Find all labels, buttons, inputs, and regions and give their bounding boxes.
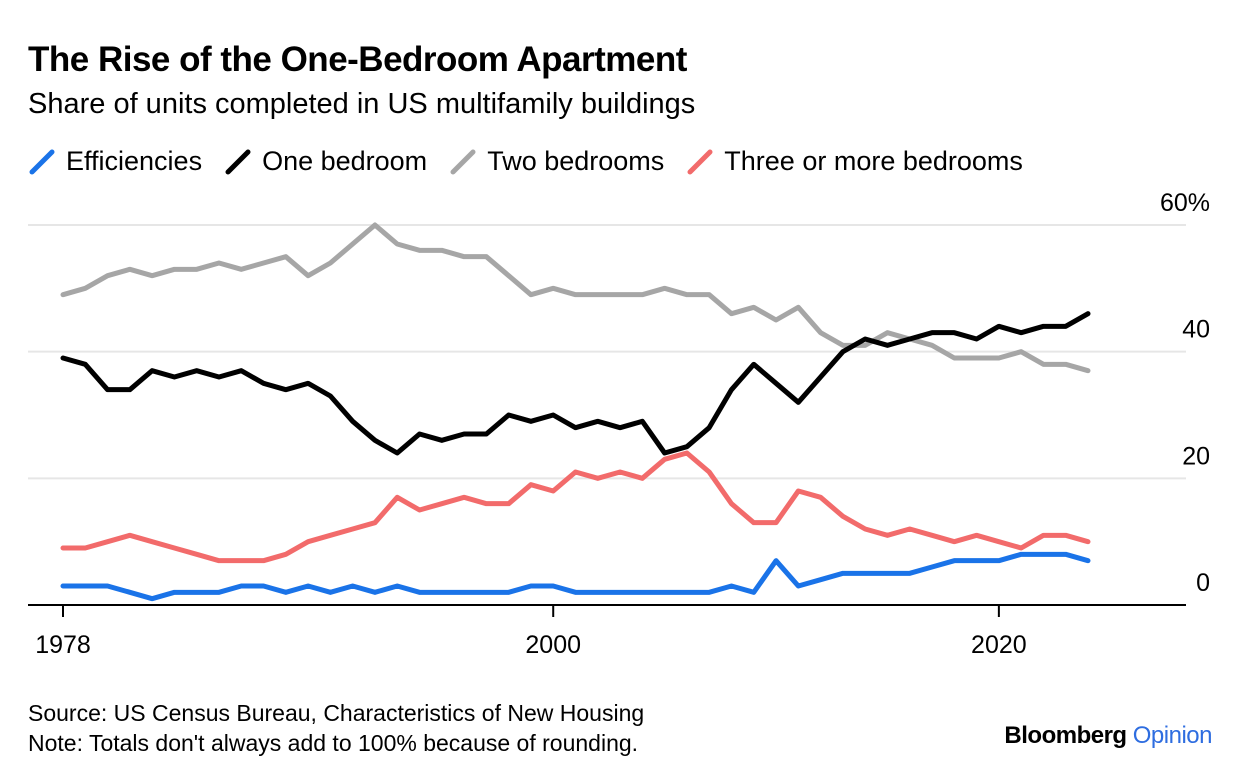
y-tick-label: 0 <box>1196 569 1210 597</box>
x-tick-labels: 1978 2000 2020 <box>35 631 1026 659</box>
legend-item-one-bedroom: One bedroom <box>224 146 427 177</box>
y-tick-labels: 0 20 40 60% <box>1160 189 1210 597</box>
legend-label-efficiencies: Efficiencies <box>66 146 203 176</box>
series-line-two-bedrooms <box>60 222 1091 374</box>
rounding-note: Note: Totals don't always add to 100% be… <box>28 730 639 756</box>
source-note: Source: US Census Bureau, Characteristic… <box>28 700 645 726</box>
legend-item-three-or-more-bedrooms: Three or more bedrooms <box>686 146 1023 177</box>
legend: Efficiencies One bedroom Two bedrooms Th… <box>28 146 1045 177</box>
y-tick-label: 40 <box>1182 316 1210 344</box>
x-tick-label: 2000 <box>525 631 581 659</box>
series-line-efficiencies <box>60 551 1091 602</box>
legend-swatch-efficiencies <box>29 149 55 174</box>
legend-swatch-two-bedrooms <box>450 149 476 174</box>
series-line-three-or-more-bedrooms <box>60 450 1091 564</box>
x-axis <box>28 604 1186 617</box>
chart-title: The Rise of the One-Bedroom Apartment <box>28 40 687 79</box>
grid-lines <box>28 224 1186 480</box>
x-tick-label: 1978 <box>35 631 91 659</box>
legend-item-efficiencies: Efficiencies <box>28 146 202 177</box>
series-lines <box>60 222 1091 602</box>
legend-item-two-bedrooms: Two bedrooms <box>449 146 664 177</box>
legend-swatch-one-bedroom <box>225 149 251 174</box>
legend-swatch-three-or-more-bedrooms <box>687 149 713 174</box>
brand-name: Bloomberg <box>1004 722 1127 749</box>
x-tick-label: 2020 <box>971 631 1027 659</box>
legend-label-two-bedrooms: Two bedrooms <box>487 146 665 176</box>
y-tick-label: 20 <box>1182 442 1210 470</box>
chart-subtitle: Share of units completed in US multifami… <box>28 88 696 120</box>
legend-label-one-bedroom: One bedroom <box>262 146 428 176</box>
y-tick-label: 60% <box>1160 189 1210 217</box>
legend-label-three-or-more-bedrooms: Three or more bedrooms <box>724 146 1023 176</box>
brand-logo: Bloomberg Opinion <box>1004 722 1212 750</box>
brand-section: Opinion <box>1132 722 1213 749</box>
series-line-one-bedroom <box>60 311 1091 456</box>
